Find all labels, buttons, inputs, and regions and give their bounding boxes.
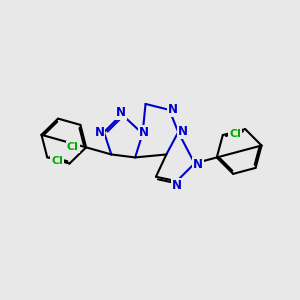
Text: N: N (172, 179, 182, 192)
Text: Cl: Cl (51, 156, 63, 166)
Text: Cl: Cl (229, 129, 241, 139)
Text: Cl: Cl (67, 142, 79, 152)
Text: N: N (178, 125, 188, 138)
Text: N: N (193, 158, 203, 171)
Text: N: N (168, 103, 178, 116)
Text: N: N (116, 106, 126, 119)
Text: N: N (94, 126, 104, 139)
Text: N: N (139, 126, 149, 139)
